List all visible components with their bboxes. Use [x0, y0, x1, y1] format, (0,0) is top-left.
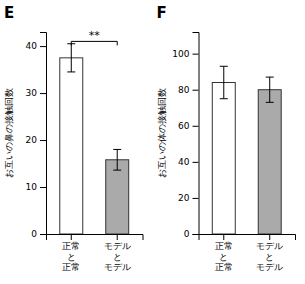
x-tick-mark	[269, 234, 270, 240]
x-axis: 正常と正常 モデルとモデル	[47, 234, 144, 272]
significance-label: **	[89, 29, 101, 42]
bar	[258, 90, 281, 234]
x-tick-label: モデルとモデル	[256, 241, 283, 272]
y-axis-title: お互いの鼻の接触回数	[4, 88, 14, 178]
panel: 0 20 40 60 80 100 正常と正常 モデルとモデル お互いの体の接触回数 F	[157, 4, 296, 272]
x-tick-mark	[223, 234, 224, 240]
y-tick-label: 30	[26, 88, 38, 98]
y-tick: 10	[26, 182, 46, 192]
x-tick-mark	[117, 234, 118, 240]
marks	[60, 44, 129, 234]
y-tick-mark	[193, 234, 199, 235]
y-tick-mark	[40, 93, 46, 94]
x-axis-line	[199, 235, 296, 241]
y-tick: 100	[172, 49, 198, 59]
y-tick-label: 0	[184, 229, 190, 239]
y-tick-mark	[193, 198, 199, 199]
plot: 0 20 40 60 80 100 正常と正常 モデルとモデル お互いの体の接触回数	[157, 33, 296, 273]
error-bar	[67, 44, 75, 72]
panel: 0 10 20 30 40 正常と正常 モデルとモデル ** お互いの鼻の接触回数 E	[4, 4, 143, 272]
y-tick-label: 0	[31, 229, 37, 239]
x-axis: 正常と正常 モデルとモデル	[199, 234, 296, 272]
x-tick-label: 正常と正常	[62, 241, 80, 272]
error-bar	[220, 66, 228, 98]
y-tick-mark	[40, 46, 46, 47]
y-tick-label: 60	[178, 121, 190, 131]
y-tick: 20	[178, 193, 198, 203]
error-bar	[113, 149, 121, 170]
y-tick-label: 10	[26, 182, 38, 192]
y-tick: 20	[26, 135, 46, 145]
y-tick: 30	[26, 88, 46, 98]
y-tick: 60	[178, 121, 198, 131]
y-tick-mark	[193, 54, 199, 55]
y-axis-line	[193, 33, 200, 235]
y-tick: 40	[178, 157, 198, 167]
y-tick: 0	[184, 229, 199, 239]
y-axis: 0 20 40 60 80 100	[172, 33, 199, 240]
plot: 0 10 20 30 40 正常と正常 モデルとモデル ** お互いの鼻の接触回数	[4, 29, 143, 272]
y-tick-mark	[40, 140, 46, 141]
x-tick-mark	[71, 234, 72, 240]
x-tick: モデルとモデル	[256, 234, 283, 272]
bar	[60, 58, 83, 234]
panel-label: E	[4, 4, 14, 22]
y-tick: 40	[26, 41, 46, 51]
x-tick: モデルとモデル	[104, 234, 131, 272]
bar	[106, 160, 129, 234]
error-bar	[266, 77, 274, 102]
marks	[212, 66, 281, 234]
y-tick-label: 40	[26, 41, 38, 51]
y-tick-label: 100	[172, 49, 189, 59]
y-tick-label: 40	[178, 157, 190, 167]
y-tick-mark	[193, 126, 199, 127]
x-tick: 正常と正常	[62, 234, 80, 272]
x-tick: 正常と正常	[215, 234, 233, 272]
panel-label: F	[157, 4, 167, 22]
y-tick-mark	[40, 187, 46, 188]
y-axis: 0 10 20 30 40	[26, 33, 47, 240]
y-tick-label: 20	[26, 135, 38, 145]
y-tick: 80	[178, 85, 198, 95]
y-tick-mark	[193, 90, 199, 91]
y-tick-mark	[193, 162, 199, 163]
x-tick-label: モデルとモデル	[104, 241, 131, 272]
bar	[212, 83, 235, 235]
x-tick-label: 正常と正常	[215, 241, 233, 272]
y-tick: 0	[31, 229, 46, 239]
y-axis-line	[40, 33, 47, 235]
y-tick-label: 20	[178, 193, 190, 203]
y-tick-label: 80	[178, 85, 190, 95]
x-axis-line	[47, 235, 144, 241]
y-axis-title: お互いの体の接触回数	[157, 88, 167, 178]
y-tick-mark	[40, 234, 46, 235]
chart-svg: 0 10 20 30 40 正常と正常 モデルとモデル ** お互いの鼻の接触回数 E 0 20 40 6…	[0, 0, 305, 284]
